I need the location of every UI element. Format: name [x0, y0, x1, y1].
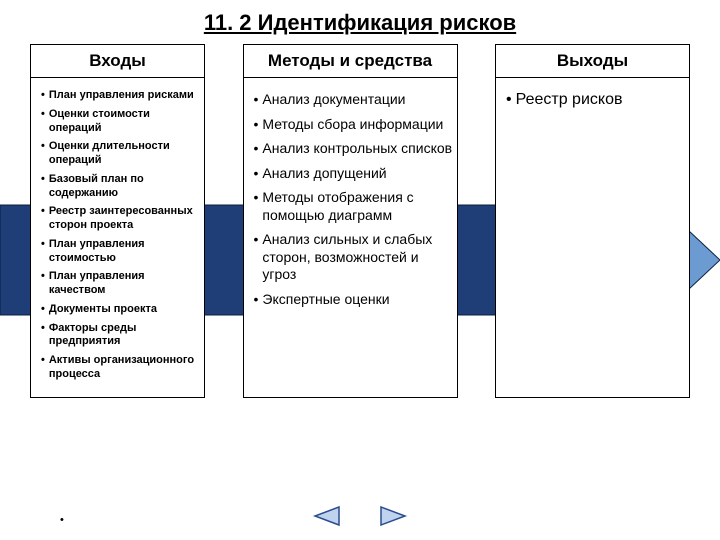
list-item-label: Анализ контрольных списков [262, 140, 452, 158]
bullet-icon: • [41, 108, 45, 122]
list-item-label: Факторы среды предприятия [49, 322, 200, 350]
list-item: •Анализ сильных и слабых сторон, возможн… [248, 231, 453, 284]
list-item: •Анализ документации [248, 91, 453, 109]
bullet-icon: • [254, 291, 259, 309]
bullet-icon: • [41, 238, 45, 252]
list-item-label: План управления рисками [49, 89, 194, 103]
list-item-label: Методы отображения с помощью диаграмм [262, 189, 452, 224]
list-item: • План управления стоимостью [35, 238, 200, 266]
bullet-icon: • [41, 270, 45, 284]
columns-container: Входы • План управления рисками • Оценки ст… [0, 44, 720, 398]
list-item-label: Оценки стоимости операций [49, 108, 200, 136]
list-item: • План управления рисками [35, 89, 200, 103]
list-item-label: План управления качеством [49, 270, 200, 298]
list-item: •Реестр рисков [500, 90, 685, 110]
list-item: • Реестр заинтересованных сторон проекта [35, 205, 200, 233]
bullet-icon: • [254, 231, 259, 249]
bullet-icon: • [41, 173, 45, 187]
list-item: • Оценки длительности операций [35, 140, 200, 168]
outputs-header: Выходы [496, 45, 689, 78]
list-item-label: Оценки длительности операций [49, 140, 200, 168]
triangle-left-icon [311, 505, 341, 527]
list-item: •Методы отображения с помощью диаграмм [248, 189, 453, 224]
list-item-label: Анализ сильных и слабых сторон, возможно… [262, 231, 452, 284]
list-item-label: Активы организационного процесса [49, 354, 200, 382]
methods-header: Методы и средства [244, 45, 457, 78]
list-item-label: Документы проекта [49, 303, 157, 317]
bullet-icon: • [254, 91, 259, 109]
bullet-icon: • [41, 322, 45, 336]
inputs-header: Входы [31, 45, 204, 78]
bullet-icon: • [41, 205, 45, 219]
list-item: •Экспертные оценки [248, 291, 453, 309]
bullet-icon: • [41, 303, 45, 317]
list-item: •Методы сбора информации [248, 116, 453, 134]
list-item: • Активы организационного процесса [35, 354, 200, 382]
bullet-icon: • [254, 189, 259, 207]
list-item: • Документы проекта [35, 303, 200, 317]
methods-body: •Анализ документации•Методы сбора информ… [244, 78, 457, 397]
methods-column: Методы и средства •Анализ документации•М… [243, 44, 458, 398]
outputs-body: •Реестр рисков [496, 78, 689, 397]
bullet-icon: • [41, 89, 45, 103]
nav-prev-button[interactable] [310, 504, 342, 528]
list-item-label: План управления стоимостью [49, 238, 200, 266]
list-item-label: Экспертные оценки [262, 291, 389, 309]
list-item: • План управления качеством [35, 270, 200, 298]
nav-controls [0, 504, 720, 528]
bullet-icon: • [41, 354, 45, 368]
list-item: • Базовый план по содержанию [35, 173, 200, 201]
page-title: 11. 2 Идентификация рисков [0, 0, 720, 44]
list-item-label: Реестр заинтересованных сторон проекта [49, 205, 200, 233]
list-item: • Факторы среды предприятия [35, 322, 200, 350]
bullet-icon: • [254, 165, 259, 183]
list-item-label: Базовый план по содержанию [49, 173, 200, 201]
inputs-body: • План управления рисками • Оценки стоимост… [31, 78, 204, 397]
list-item: •Анализ допущений [248, 165, 453, 183]
list-item: • Оценки стоимости операций [35, 108, 200, 136]
bullet-icon: • [41, 140, 45, 154]
inputs-column: Входы • План управления рисками • Оценки ст… [30, 44, 205, 398]
bullet-icon: • [254, 116, 259, 134]
list-item-label: Анализ документации [262, 91, 405, 109]
list-item-label: Методы сбора информации [262, 116, 443, 134]
nav-next-button[interactable] [378, 504, 410, 528]
list-item-label: Анализ допущений [262, 165, 386, 183]
bullet-icon: • [506, 90, 512, 110]
outputs-column: Выходы •Реестр рисков [495, 44, 690, 398]
triangle-right-icon [379, 505, 409, 527]
list-item-label: Реестр рисков [516, 90, 623, 110]
list-item: •Анализ контрольных списков [248, 140, 453, 158]
bullet-icon: • [254, 140, 259, 158]
